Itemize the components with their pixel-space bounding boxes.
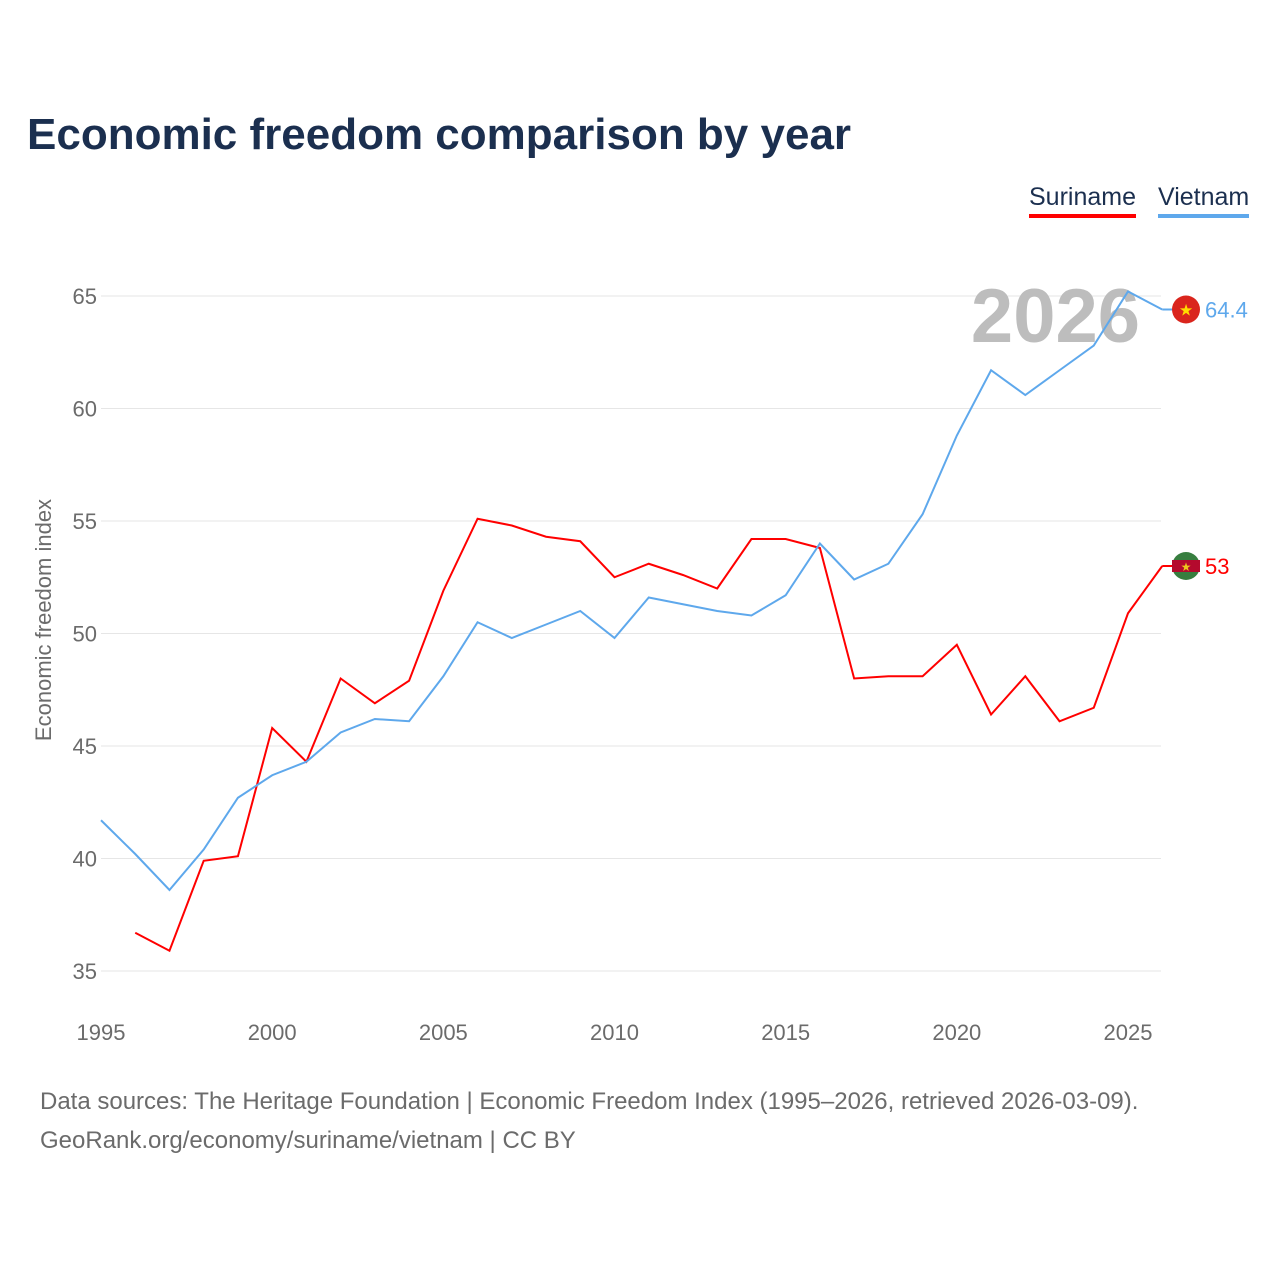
x-tick-label: 2025 (1104, 1020, 1153, 1045)
y-axis-label: Economic freedom index (31, 499, 56, 741)
series-line-vietnam (100, 290, 1163, 892)
end-value-label: 64.4 (1205, 298, 1248, 323)
y-tick-label: 60 (73, 397, 97, 422)
source-note: Data sources: The Heritage Foundation | … (40, 1088, 1139, 1115)
flag-star-icon: ★ (1181, 560, 1192, 574)
flag-star-icon: ★ (1179, 303, 1193, 320)
x-tick-label: 2000 (248, 1020, 297, 1045)
legend-suriname[interactable]: Suriname (1029, 183, 1136, 218)
y-tick-label: 35 (73, 959, 97, 984)
end-value-label: 53 (1205, 554, 1229, 579)
chart-title: Economic freedom comparison by year (27, 110, 852, 159)
x-tick-label: 2015 (761, 1020, 810, 1045)
y-tick-label: 45 (73, 734, 97, 759)
y-tick-label: 50 (73, 622, 97, 647)
x-tick-label: 2005 (419, 1020, 468, 1045)
x-tick-label: 1995 (77, 1020, 126, 1045)
legend-vietnam[interactable]: Vietnam (1158, 183, 1250, 218)
y-tick-label: 65 (73, 284, 97, 309)
vietnam-flag-icon (1172, 295, 1200, 324)
year-watermark: 2026 (971, 274, 1140, 359)
series-line-suriname (134, 517, 1164, 953)
source-link[interactable]: GeoRank.org/economy/suriname/vietnam | C… (40, 1127, 576, 1154)
y-tick-label: 40 (73, 847, 97, 872)
flag-stripe (1172, 560, 1200, 572)
x-tick-label: 2020 (932, 1020, 981, 1045)
y-tick-label: 55 (73, 509, 97, 534)
x-tick-label: 2010 (590, 1020, 639, 1045)
